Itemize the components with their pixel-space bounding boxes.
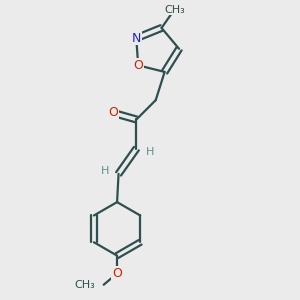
Text: O: O (133, 59, 143, 72)
Text: O: O (112, 267, 122, 280)
Text: CH₃: CH₃ (75, 280, 95, 290)
Text: H: H (146, 147, 154, 157)
Text: N: N (132, 32, 141, 45)
Text: O: O (108, 106, 118, 119)
Text: CH₃: CH₃ (164, 5, 185, 15)
Text: H: H (101, 166, 110, 176)
